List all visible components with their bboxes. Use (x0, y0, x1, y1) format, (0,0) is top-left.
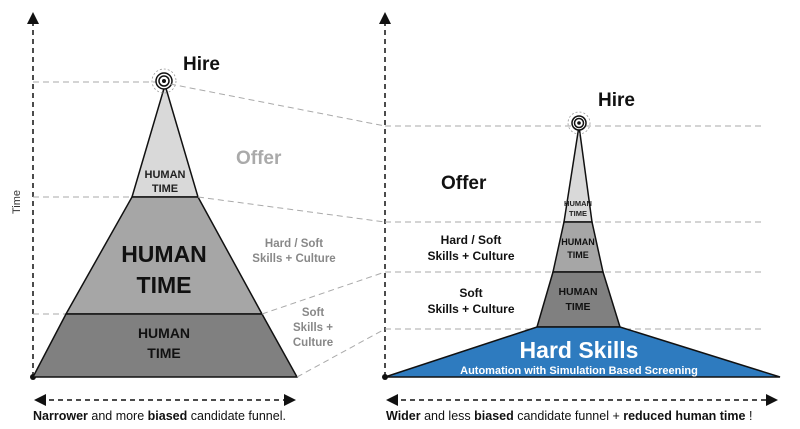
right-caption-part4: candidate funnel + (513, 409, 624, 423)
left-bottom-tier-label-2: TIME (147, 345, 180, 361)
left-offer-label: Offer (236, 148, 282, 169)
right-caption-part2: and less (420, 409, 475, 423)
left-caption: Narrower and more biased candidate funne… (33, 409, 286, 423)
left-hard-soft-label-1: Hard / Soft (265, 238, 323, 250)
left-caption-part4: candidate funnel. (187, 409, 286, 423)
target-icon (151, 68, 177, 94)
hard-skills-label: Hard Skills (520, 337, 639, 363)
right-mid-tier-label-2: TIME (567, 250, 589, 260)
right-panel: Hire Offer HUMAN TIME HUMAN TIME HUMAN T… (379, 12, 781, 406)
left-hard-soft-label-2: Skills + Culture (252, 253, 335, 265)
left-mid-tier-label-2: TIME (137, 272, 192, 298)
left-soft-label-3: Culture (293, 337, 333, 349)
right-tier-mid (552, 221, 604, 273)
connector-lines (169, 83, 386, 378)
right-caption: Wider and less biased candidate funnel +… (386, 409, 752, 423)
automation-label: Automation with Simulation Based Screeni… (460, 365, 698, 377)
time-axis-label: Time (11, 190, 23, 214)
left-soft-label-1: Soft (302, 307, 325, 319)
right-top-tier-label-1: HUMAN (564, 199, 592, 208)
left-caption-part3: biased (147, 409, 188, 423)
right-bottom-tier-label-2: TIME (565, 301, 590, 313)
right-soft-label-1: Soft (459, 286, 482, 300)
left-soft-label-2: Skills + (293, 322, 333, 334)
left-bottom-tier-label-1: HUMAN (138, 325, 190, 341)
right-bottom-tier-label-1: HUMAN (558, 286, 597, 298)
hard-skills-base (384, 326, 781, 378)
right-tier-bottom (536, 271, 622, 328)
left-top-tier-label-2: TIME (152, 183, 178, 195)
right-hard-soft-label-1: Hard / Soft (441, 233, 502, 247)
right-hire-label: Hire (598, 90, 635, 111)
left-caption-part1: Narrower (33, 409, 88, 423)
right-offer-label: Offer (441, 173, 487, 194)
right-caption-part6: ! (745, 409, 753, 423)
left-top-tier-label-1: HUMAN (145, 169, 186, 181)
right-top-tier-label-2: TIME (569, 209, 587, 218)
left-caption-part2: and more (87, 409, 148, 423)
left-mid-tier-label-1: HUMAN (121, 241, 207, 267)
left-panel: Time Hire Offer HUMAN TIME HUMAN TIME HU… (11, 12, 336, 406)
target-icon (567, 111, 591, 135)
right-mid-tier-label-1: HUMAN (561, 237, 595, 247)
left-hire-label: Hire (183, 54, 220, 75)
right-hard-soft-label-2: Skills + Culture (427, 249, 514, 263)
right-caption-part1: Wider (386, 409, 421, 423)
right-caption-part3: biased (474, 409, 514, 423)
right-caption-part5: reduced human time (623, 409, 746, 423)
right-soft-label-2: Skills + Culture (427, 302, 514, 316)
